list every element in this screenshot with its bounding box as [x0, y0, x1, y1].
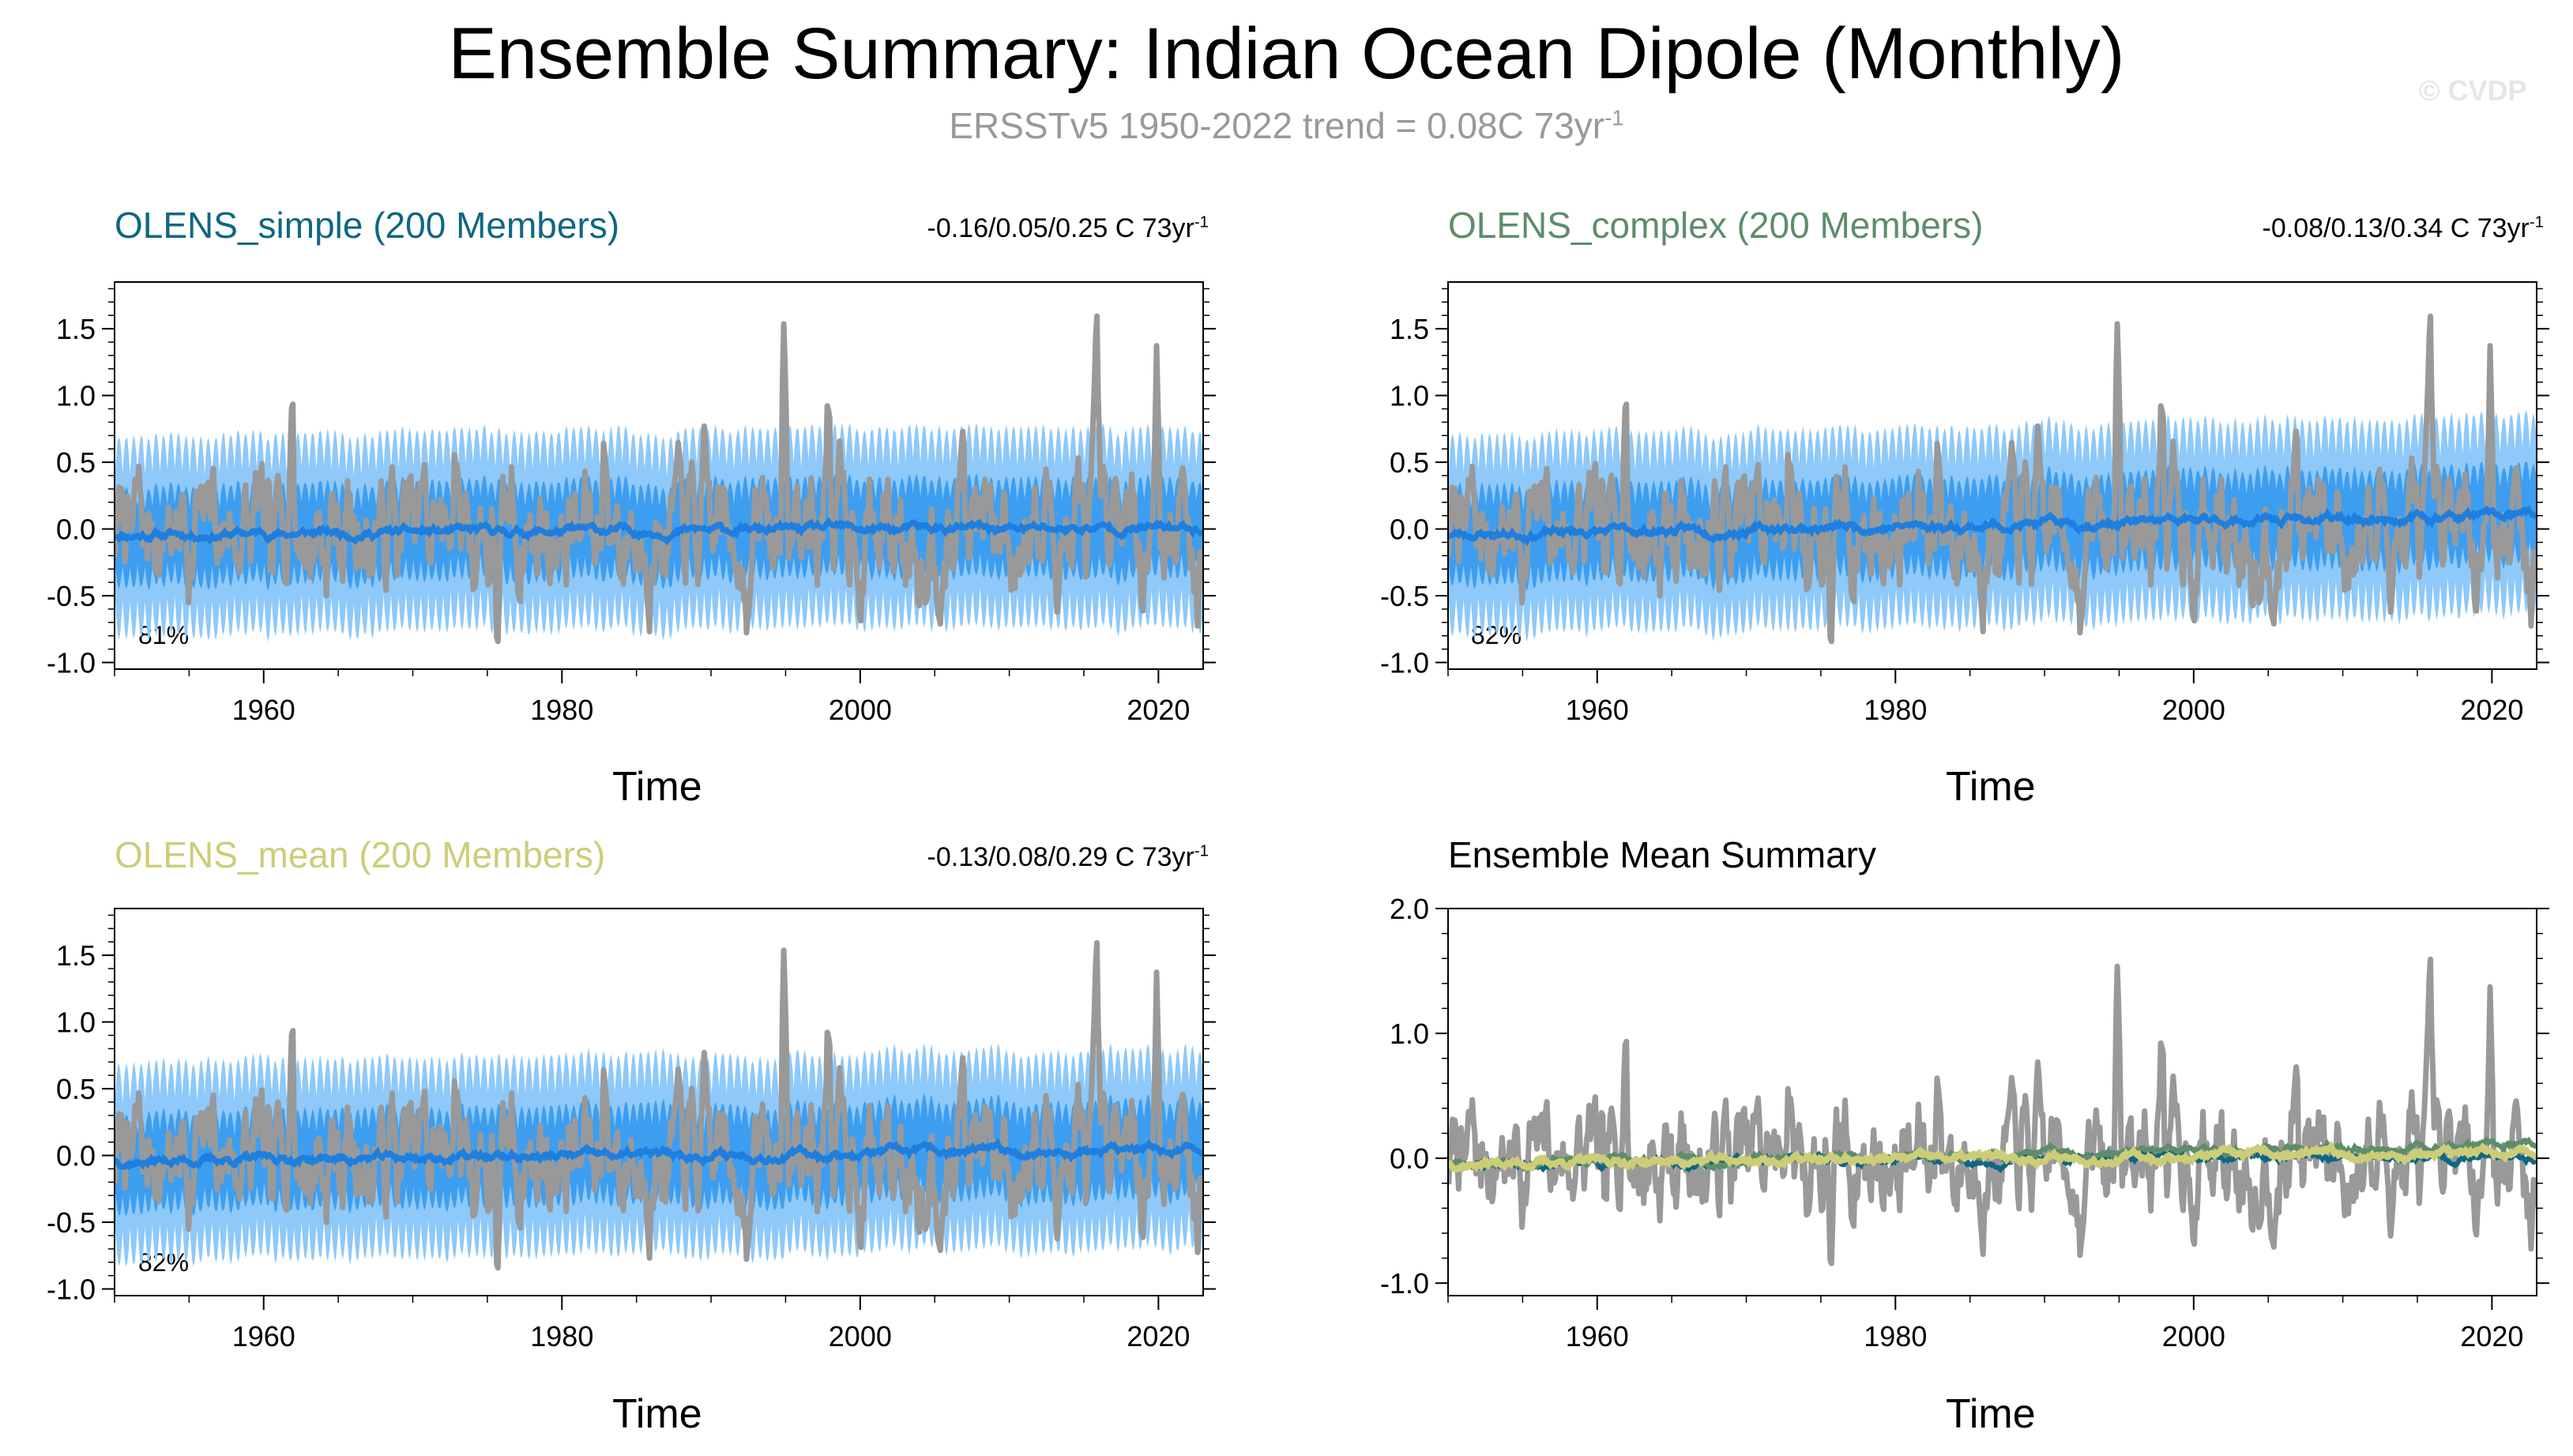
series-ensemble-mean	[115, 1138, 1203, 1171]
trend-exponent: -1	[2529, 213, 2544, 231]
series-ensemble-mean	[115, 517, 1203, 546]
x-tick-label: 1980	[1864, 694, 1927, 726]
main-title: Ensemble Summary: Indian Ocean Dipole (M…	[448, 13, 2125, 94]
subtitle: ERSSTv5 1950-2022 trend = 0.08C 73yr-1	[0, 104, 2573, 147]
x-axis-label: Time	[1946, 1391, 2036, 1437]
series-observations	[115, 313, 1203, 645]
trend-text: -0.16/0.05/0.25 C 73yr	[927, 213, 1194, 243]
y-tick-label: 0.0	[1390, 514, 1429, 546]
series-olens-mean	[1448, 1141, 2537, 1173]
y-tick-label: 0.0	[56, 514, 96, 546]
x-tick-label: 2000	[829, 1320, 892, 1353]
y-tick-label: -0.5	[47, 1206, 96, 1239]
x-tick-label: 1960	[232, 694, 295, 726]
panel-trend: -0.08/0.13/0.34 C 73yr-1	[2157, 213, 2544, 244]
series-observations	[1448, 313, 2537, 645]
trend-exponent: -1	[1194, 213, 1209, 231]
y-tick-label: 1.5	[56, 313, 96, 345]
x-tick-label: 1960	[1566, 1320, 1629, 1353]
percent-label: 82%	[1471, 621, 1522, 649]
y-tick-label: 1.5	[56, 939, 96, 972]
series-ensemble-mean	[1448, 505, 2537, 547]
panel-title: Ensemble Mean Summary	[1448, 834, 1876, 875]
x-tick-label: 1960	[1566, 694, 1629, 726]
panel-trend: -0.13/0.08/0.29 C 73yr-1	[822, 842, 1209, 873]
x-tick-label: 1980	[1864, 1320, 1927, 1353]
y-tick-label: 1.5	[1390, 313, 1429, 345]
x-tick-label: 2000	[2162, 694, 2225, 726]
y-tick-label: 0.5	[56, 446, 96, 479]
x-tick-label: 2000	[2162, 1320, 2225, 1353]
y-tick-label: -1.0	[47, 647, 96, 679]
y-tick-label: 1.0	[56, 380, 96, 412]
plot-frame	[114, 908, 1204, 1296]
y-tick-label: 0.0	[1390, 1142, 1429, 1175]
x-tick-label: 2020	[2460, 1320, 2523, 1353]
y-tick-label: -1.0	[47, 1274, 96, 1306]
series-outer-spread	[1448, 410, 2537, 643]
x-axis-label: Time	[1946, 764, 2036, 810]
series-olens-simple	[1448, 1148, 2537, 1173]
plot-area	[1448, 956, 2537, 1266]
trend-exponent: -1	[1194, 842, 1209, 860]
panel-title: OLENS_simple (200 Members)	[115, 205, 620, 246]
x-tick-label: 2020	[1127, 694, 1190, 726]
plot-frame	[114, 281, 1204, 670]
plot-area	[1448, 313, 2537, 645]
panel-title: OLENS_mean (200 Members)	[115, 834, 606, 875]
percent-label: 82%	[138, 1248, 190, 1277]
subtitle-text: ERSSTv5 1950-2022 trend = 0.08C 73yr	[949, 105, 1605, 146]
y-tick-label: 0.0	[56, 1140, 96, 1172]
plot-frame	[1447, 281, 2537, 670]
y-tick-label: 1.0	[56, 1006, 96, 1039]
series-inner-spread	[115, 1093, 1203, 1217]
x-axis-label: Time	[612, 1391, 702, 1437]
y-tick-label: 1.0	[1390, 1018, 1429, 1050]
series-outer-spread	[115, 1042, 1203, 1267]
series-observations	[1448, 956, 2537, 1266]
trend-text: -0.08/0.13/0.34 C 73yr	[2262, 213, 2530, 243]
y-tick-label: -0.5	[1380, 580, 1429, 612]
trend-text: -0.13/0.08/0.29 C 73yr	[927, 842, 1194, 872]
y-tick-label: -0.5	[47, 580, 96, 612]
plot-frame	[1447, 908, 2537, 1296]
x-axis-label: Time	[612, 764, 702, 810]
y-tick-label: 0.5	[1390, 446, 1429, 479]
panel-title: OLENS_complex (200 Members)	[1448, 205, 1984, 246]
series-inner-spread	[115, 472, 1203, 592]
series-observations	[115, 939, 1203, 1271]
panel-trend: -0.16/0.05/0.25 C 73yr-1	[822, 213, 1209, 244]
y-tick-label: 0.5	[56, 1073, 96, 1105]
copyright-watermark: © CVDP	[2419, 74, 2527, 107]
x-tick-label: 1980	[530, 1320, 593, 1353]
plot-area	[115, 313, 1203, 645]
series-inner-spread	[1448, 461, 2537, 592]
y-tick-label: 1.0	[1390, 380, 1429, 412]
x-tick-label: 1960	[232, 1320, 295, 1353]
plot-area	[115, 939, 1203, 1271]
percent-label: 81%	[138, 621, 190, 649]
series-olens-complex	[1448, 1136, 2537, 1174]
y-tick-label: -1.0	[1380, 1267, 1429, 1300]
y-tick-label: -1.0	[1380, 647, 1429, 679]
x-tick-label: 2020	[1127, 1320, 1190, 1353]
x-tick-label: 1980	[530, 694, 593, 726]
subtitle-exponent: -1	[1604, 105, 1624, 130]
series-outer-spread	[115, 421, 1203, 642]
y-tick-label: 2.0	[1390, 893, 1429, 925]
x-tick-label: 2000	[829, 694, 892, 726]
x-tick-label: 2020	[2460, 694, 2523, 726]
